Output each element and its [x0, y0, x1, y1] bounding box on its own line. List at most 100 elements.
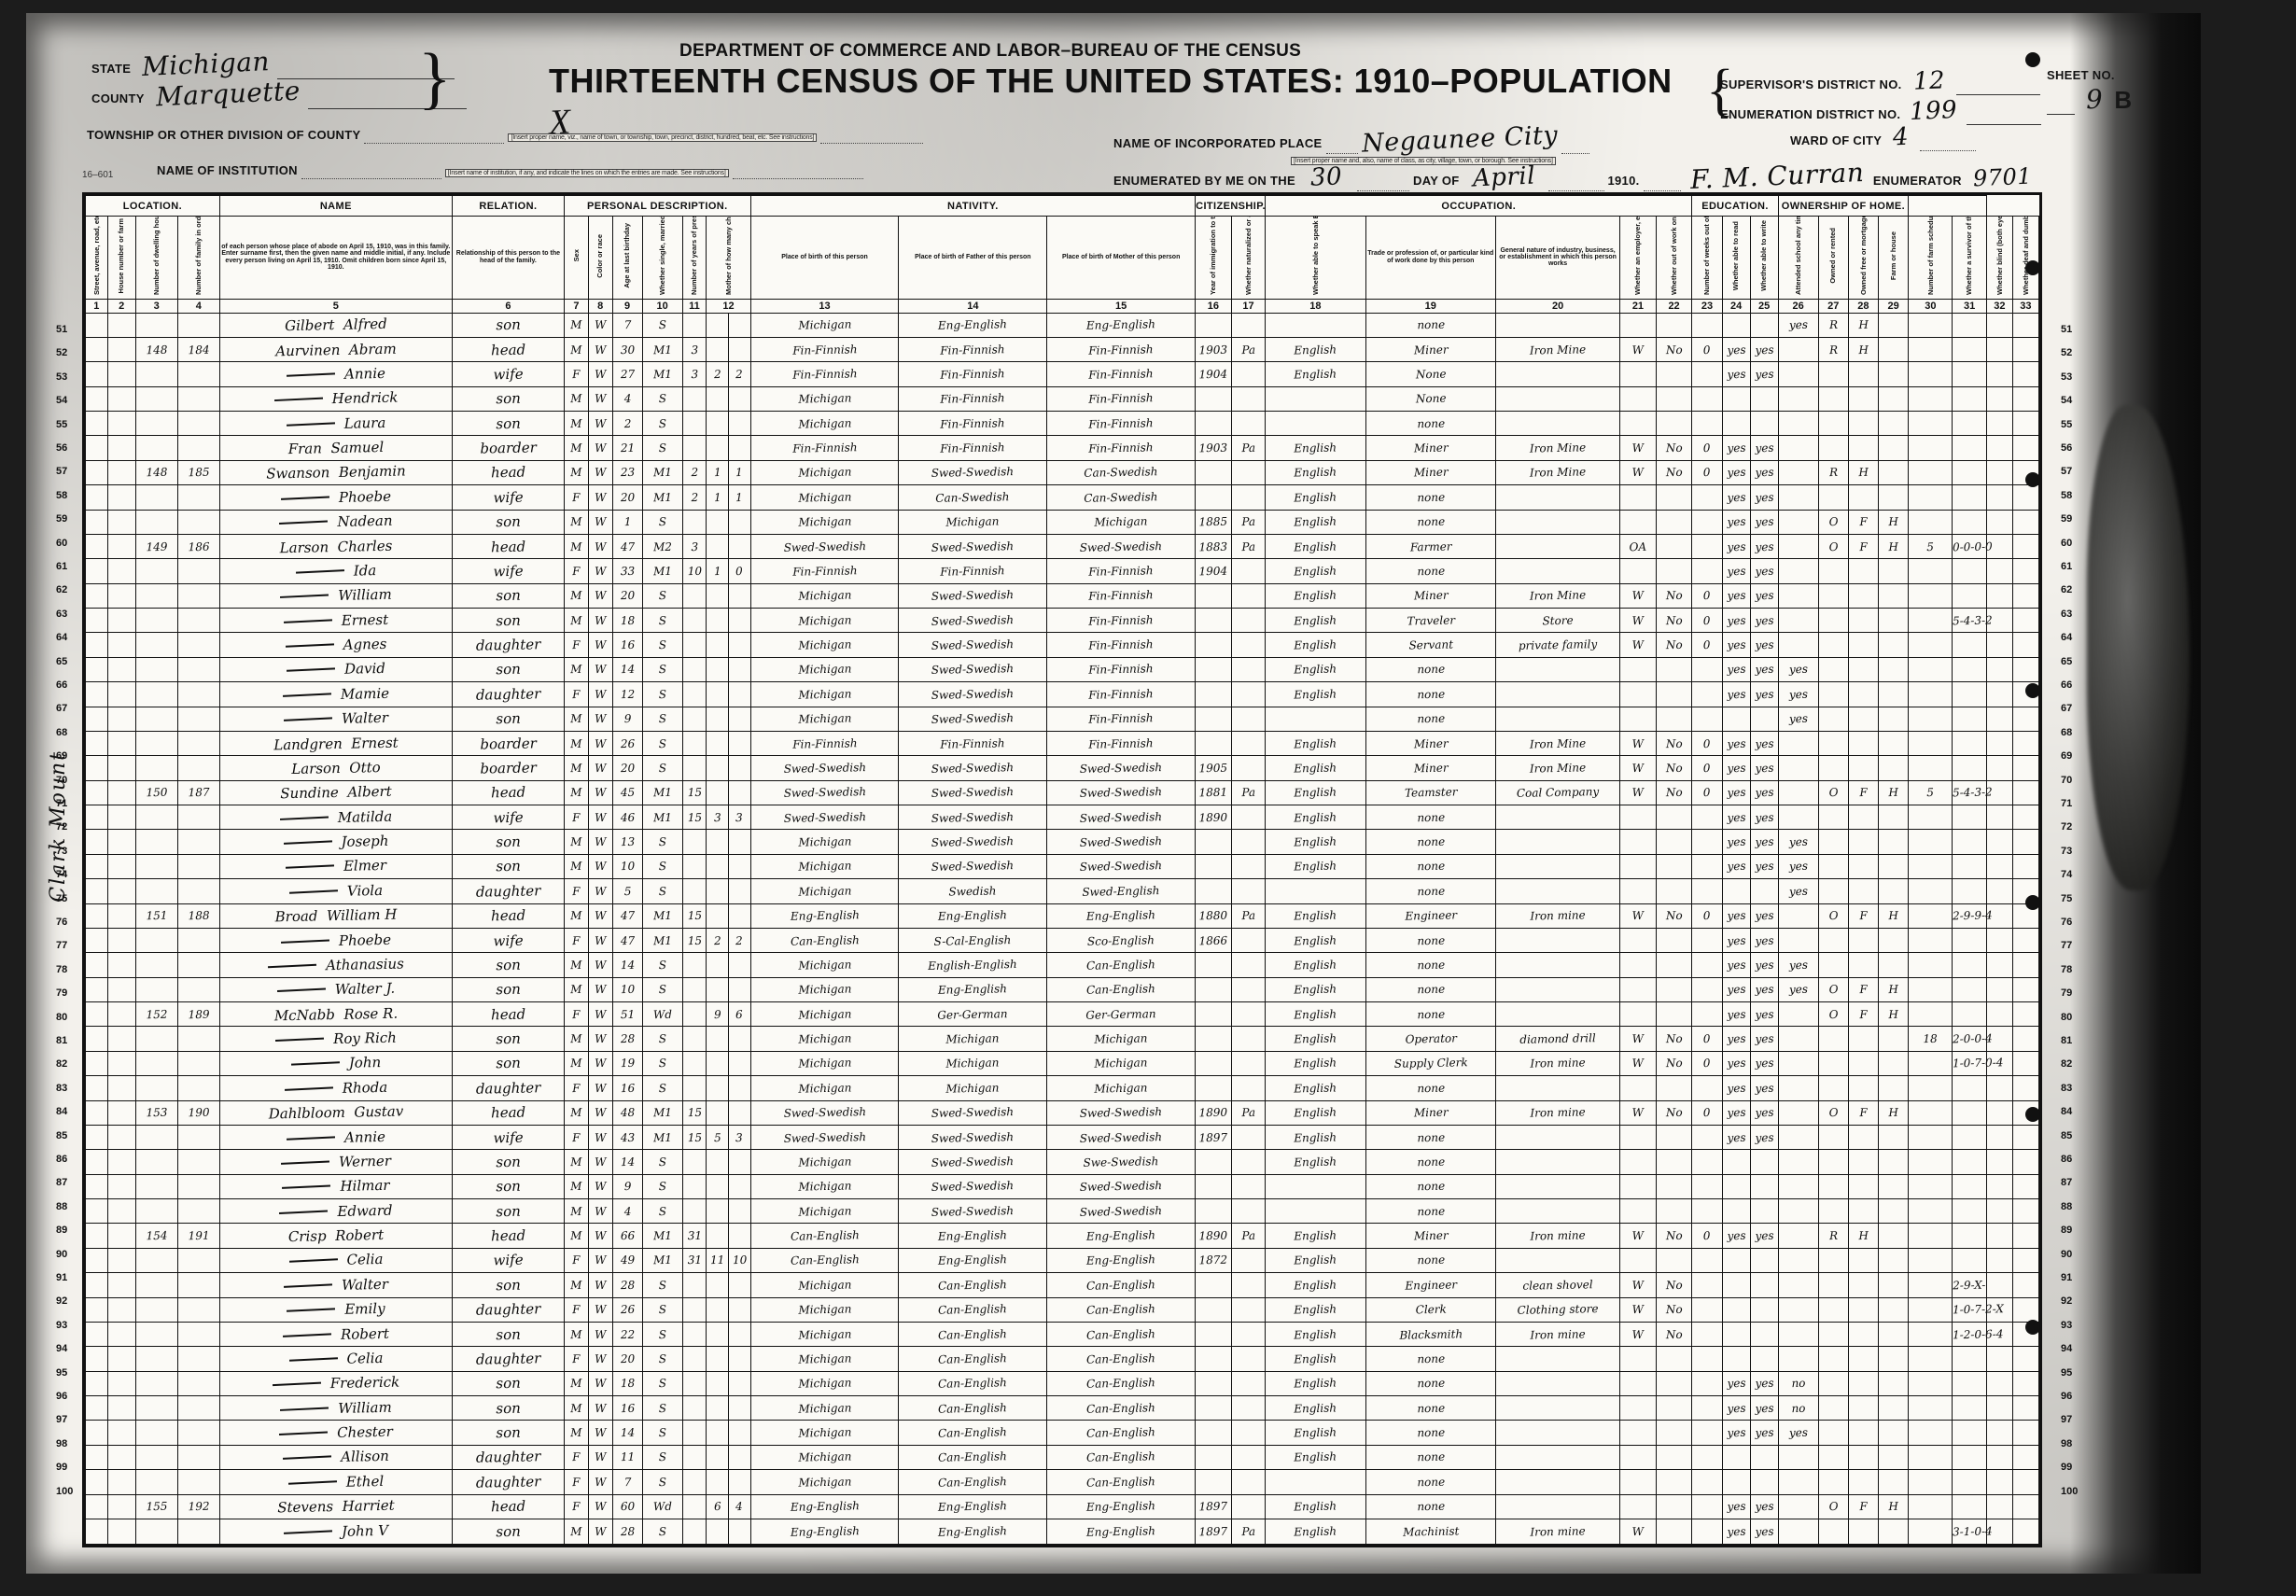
- birthplace-self-cell[interactable]: Michigan: [749, 1296, 900, 1323]
- years-married-cell[interactable]: [681, 976, 707, 1003]
- house-number-cell[interactable]: [106, 361, 136, 387]
- birthplace-father-cell[interactable]: Swed-Swedish: [898, 805, 1048, 831]
- farm-schedule-cell[interactable]: [1908, 1518, 1953, 1546]
- person-name-cell[interactable]: John V: [218, 1518, 453, 1546]
- blind-cell[interactable]: [1985, 1395, 2013, 1421]
- read-cell[interactable]: yes: [1721, 1223, 1751, 1249]
- employer-class-cell[interactable]: W: [1619, 435, 1657, 461]
- read-cell[interactable]: [1721, 1247, 1751, 1274]
- employer-class-cell[interactable]: [1619, 805, 1657, 831]
- owned-rented-cell[interactable]: O: [1817, 1493, 1849, 1519]
- street-cell[interactable]: [85, 608, 108, 634]
- table-row[interactable]: Athanasius son M W 14 S Michigan English-Englis…: [85, 952, 2040, 978]
- birthplace-mother-cell[interactable]: Swed-Swedish: [1046, 1173, 1197, 1200]
- free-mortgaged-cell[interactable]: [1847, 1395, 1879, 1421]
- birthplace-mother-cell[interactable]: Eng-English: [1046, 1493, 1197, 1519]
- owned-rented-cell[interactable]: [1817, 385, 1849, 413]
- family-number-cell[interactable]: 190: [176, 1099, 220, 1126]
- immigration-year-cell[interactable]: [1195, 1149, 1232, 1175]
- person-name-cell[interactable]: William: [218, 1395, 453, 1421]
- family-number-cell[interactable]: [176, 1395, 220, 1421]
- war-survivor-cell[interactable]: 2-9-X-: [1952, 1272, 1987, 1298]
- blind-cell[interactable]: [1985, 1493, 2013, 1519]
- person-name-cell[interactable]: Ida: [218, 558, 453, 584]
- dwelling-number-cell[interactable]: [134, 632, 178, 658]
- race-cell[interactable]: W: [587, 755, 613, 781]
- naturalized-cell[interactable]: [1230, 1469, 1267, 1495]
- race-cell[interactable]: W: [587, 1321, 613, 1348]
- street-cell[interactable]: [85, 533, 108, 560]
- children-cell[interactable]: [706, 976, 751, 1003]
- read-cell[interactable]: yes: [1721, 632, 1751, 658]
- dwelling-number-cell[interactable]: [134, 435, 178, 461]
- deaf-cell[interactable]: [2011, 1198, 2040, 1225]
- race-cell[interactable]: W: [587, 903, 613, 929]
- birthplace-mother-cell[interactable]: Can-English: [1046, 1346, 1197, 1372]
- owned-rented-cell[interactable]: O: [1817, 509, 1849, 535]
- family-number-cell[interactable]: [176, 681, 220, 707]
- employer-class-cell[interactable]: [1619, 1493, 1657, 1519]
- industry-cell[interactable]: [1495, 1346, 1621, 1372]
- owned-rented-cell[interactable]: [1817, 1469, 1849, 1495]
- deaf-cell[interactable]: [2011, 361, 2040, 387]
- deaf-cell[interactable]: [2011, 582, 2040, 609]
- out-of-work-cell[interactable]: [1655, 1124, 1693, 1151]
- sex-cell[interactable]: M: [564, 509, 589, 535]
- table-row[interactable]: Landgren Ernest boarder M W 26 S Fin-Finnish Fi…: [85, 730, 2040, 757]
- farm-schedule-cell[interactable]: [1908, 484, 1953, 511]
- war-survivor-cell[interactable]: [1952, 976, 1987, 1003]
- sex-cell[interactable]: M: [564, 1370, 589, 1397]
- race-cell[interactable]: W: [587, 1493, 613, 1519]
- race-cell[interactable]: W: [587, 1420, 613, 1446]
- house-number-cell[interactable]: [106, 1099, 136, 1126]
- out-of-work-cell[interactable]: [1655, 805, 1693, 831]
- out-of-work-cell[interactable]: [1655, 1247, 1693, 1274]
- weeks-out-of-work-cell[interactable]: [1691, 385, 1723, 413]
- immigration-year-cell[interactable]: [1195, 656, 1232, 683]
- farm-schedule-cell[interactable]: [1908, 755, 1953, 781]
- birthplace-self-cell[interactable]: Michigan: [749, 976, 900, 1003]
- person-name-cell[interactable]: Fran Samuel: [218, 435, 453, 461]
- read-cell[interactable]: yes: [1721, 805, 1751, 831]
- birthplace-father-cell[interactable]: Eng-English: [898, 903, 1048, 929]
- family-number-cell[interactable]: [176, 1198, 220, 1225]
- read-cell[interactable]: yes: [1721, 1001, 1751, 1028]
- farm-schedule-cell[interactable]: 18: [1908, 1026, 1953, 1052]
- deaf-cell[interactable]: [2011, 632, 2040, 658]
- person-name-cell[interactable]: Viola: [218, 878, 453, 904]
- race-cell[interactable]: W: [587, 1099, 613, 1126]
- years-married-cell[interactable]: [681, 1395, 707, 1421]
- person-name-cell[interactable]: Celia: [218, 1346, 453, 1372]
- house-number-cell[interactable]: [106, 730, 136, 757]
- occupation-cell[interactable]: none: [1365, 1469, 1497, 1495]
- free-mortgaged-cell[interactable]: [1847, 656, 1879, 683]
- family-number-cell[interactable]: [176, 509, 220, 535]
- birthplace-father-cell[interactable]: Swed-Swedish: [898, 632, 1048, 658]
- out-of-work-cell[interactable]: No: [1655, 779, 1693, 806]
- children-cell[interactable]: [706, 1198, 751, 1225]
- street-cell[interactable]: [85, 1149, 108, 1175]
- dwelling-number-cell[interactable]: [134, 1395, 178, 1421]
- years-married-cell[interactable]: [681, 1173, 707, 1200]
- birthplace-father-cell[interactable]: S-Cal-English: [898, 927, 1048, 954]
- children-cell[interactable]: 11 10: [706, 1247, 751, 1274]
- free-mortgaged-cell[interactable]: H: [1847, 336, 1879, 363]
- employer-class-cell[interactable]: [1619, 1370, 1657, 1397]
- out-of-work-cell[interactable]: No: [1655, 1026, 1693, 1052]
- free-mortgaged-cell[interactable]: [1847, 1272, 1879, 1298]
- school-cell[interactable]: [1777, 1026, 1819, 1052]
- children-cell[interactable]: [706, 533, 751, 560]
- birthplace-father-cell[interactable]: Can-English: [898, 1272, 1048, 1298]
- read-cell[interactable]: yes: [1721, 533, 1751, 560]
- industry-cell[interactable]: [1495, 829, 1621, 855]
- weeks-out-of-work-cell[interactable]: [1691, 1370, 1723, 1397]
- race-cell[interactable]: W: [587, 829, 613, 855]
- marital-status-cell[interactable]: S: [641, 706, 683, 732]
- farm-schedule-cell[interactable]: [1908, 952, 1953, 978]
- school-cell[interactable]: yes: [1777, 681, 1819, 707]
- dwelling-number-cell[interactable]: [134, 361, 178, 387]
- immigration-year-cell[interactable]: 1897: [1195, 1518, 1232, 1546]
- read-cell[interactable]: [1721, 1321, 1751, 1348]
